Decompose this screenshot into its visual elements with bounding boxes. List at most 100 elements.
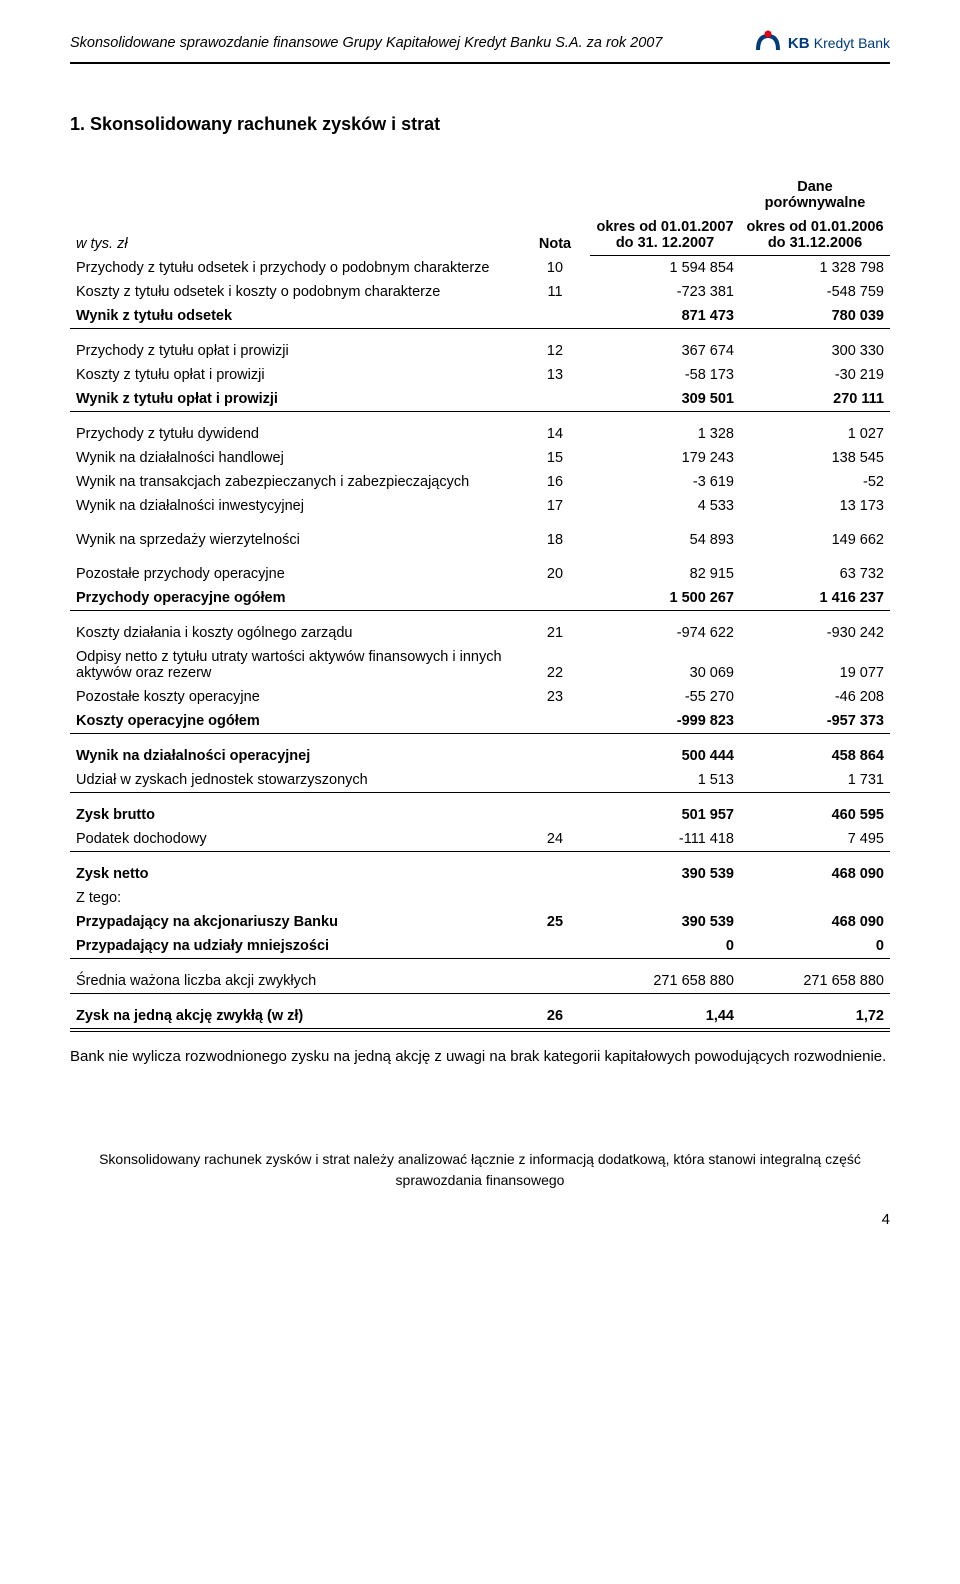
row-value-2007: 0 <box>590 934 740 959</box>
table-row: Przypadający na akcjonariuszy Banku25390… <box>70 910 890 934</box>
row-label: Przypadający na udziały mniejszości <box>70 934 520 959</box>
table-row: Koszty z tytułu opłat i prowizji13-58 17… <box>70 363 890 387</box>
row-note <box>520 709 590 734</box>
table-row: Wynik z tytułu opłat i prowizji 309 50127… <box>70 387 890 412</box>
row-label: Zysk na jedną akcję zwykłą (w zł) <box>70 994 520 1031</box>
row-value-2006 <box>740 886 890 910</box>
row-value-2006: 300 330 <box>740 329 890 364</box>
row-value-2006: -52 <box>740 470 890 494</box>
row-value-2006: 1 731 <box>740 768 890 793</box>
row-note: 16 <box>520 470 590 494</box>
row-label: Przypadający na akcjonariuszy Banku <box>70 910 520 934</box>
row-note: 21 <box>520 611 590 646</box>
row-note <box>520 768 590 793</box>
row-value-2007: -111 418 <box>590 827 740 852</box>
row-value-2006: 460 595 <box>740 793 890 828</box>
row-value-2006: 19 077 <box>740 645 890 685</box>
table-row: Podatek dochodowy24-111 4187 495 <box>70 827 890 852</box>
logo-brand: Kredyt Bank <box>814 35 890 51</box>
row-value-2006: -957 373 <box>740 709 890 734</box>
table-row: Przypadający na udziały mniejszości00 <box>70 934 890 959</box>
compare-heading: Dane porównywalne <box>740 175 890 215</box>
row-label: Koszty operacyjne ogółem <box>70 709 520 734</box>
row-value-2006: 1 328 798 <box>740 256 890 281</box>
row-note: 13 <box>520 363 590 387</box>
row-value-2006: 1,72 <box>740 994 890 1031</box>
row-value-2006: 270 111 <box>740 387 890 412</box>
row-label: Udział w zyskach jednostek stowarzyszony… <box>70 768 520 793</box>
table-row: Koszty działania i koszty ogólnego zarzą… <box>70 611 890 646</box>
row-note: 25 <box>520 910 590 934</box>
row-note: 20 <box>520 552 590 586</box>
row-value-2006: 1 027 <box>740 412 890 447</box>
row-label: Wynik na działalności inwestycyjnej <box>70 494 520 518</box>
row-label: Wynik na sprzedaży wierzytelności <box>70 518 520 552</box>
table-row: Wynik na działalności operacyjnej500 444… <box>70 734 890 769</box>
row-note: 14 <box>520 412 590 447</box>
row-label: Przychody z tytułu odsetek i przychody o… <box>70 256 520 281</box>
row-note <box>520 793 590 828</box>
row-note: 23 <box>520 685 590 709</box>
row-label: Średnia ważona liczba akcji zwykłych <box>70 959 520 994</box>
row-label: Przychody z tytułu dywidend <box>70 412 520 447</box>
table-row: Wynik z tytułu odsetek871 473780 039 <box>70 304 890 329</box>
table-row: Koszty operacyjne ogółem-999 823-957 373 <box>70 709 890 734</box>
table-row: Średnia ważona liczba akcji zwykłych 271 … <box>70 959 890 994</box>
table-row: Zysk brutto501 957460 595 <box>70 793 890 828</box>
row-value-2006: 458 864 <box>740 734 890 769</box>
income-statement-table: w tys. zł Nota Dane porównywalne okres o… <box>70 175 890 1032</box>
row-label: Wynik z tytułu odsetek <box>70 304 520 329</box>
row-note <box>520 304 590 329</box>
row-value-2006: 149 662 <box>740 518 890 552</box>
row-note: 12 <box>520 329 590 364</box>
row-value-2007: -723 381 <box>590 280 740 304</box>
row-value-2007: 30 069 <box>590 645 740 685</box>
row-label: Zysk brutto <box>70 793 520 828</box>
period-2006-l1: okres od 01.01.2006 <box>746 219 883 235</box>
row-note: 10 <box>520 256 590 281</box>
row-value-2006: 138 545 <box>740 446 890 470</box>
row-value-2007: -58 173 <box>590 363 740 387</box>
row-note <box>520 959 590 994</box>
row-value-2007: 4 533 <box>590 494 740 518</box>
page-number: 4 <box>70 1211 890 1228</box>
row-value-2006: -30 219 <box>740 363 890 387</box>
row-note: 18 <box>520 518 590 552</box>
row-value-2007: 179 243 <box>590 446 740 470</box>
row-value-2007: 1 328 <box>590 412 740 447</box>
row-note: 24 <box>520 827 590 852</box>
row-value-2007: 271 658 880 <box>590 959 740 994</box>
table-row: Przychody z tytułu odsetek i przychody o… <box>70 256 890 281</box>
row-label: Pozostałe przychody operacyjne <box>70 552 520 586</box>
table-row: Odpisy netto z tytułu utraty wartości ak… <box>70 645 890 685</box>
row-value-2006: -46 208 <box>740 685 890 709</box>
row-label: Podatek dochodowy <box>70 827 520 852</box>
table-row: Pozostałe koszty operacyjne23-55 270-46 … <box>70 685 890 709</box>
row-note <box>520 852 590 887</box>
row-label: Zysk netto <box>70 852 520 887</box>
logo-icon <box>754 30 782 56</box>
section-title: 1. Skonsolidowany rachunek zysków i stra… <box>70 114 890 135</box>
row-label: Wynik na działalności operacyjnej <box>70 734 520 769</box>
row-value-2006: 271 658 880 <box>740 959 890 994</box>
row-label: Wynik z tytułu opłat i prowizji <box>70 387 520 412</box>
unit-label: w tys. zł <box>70 175 520 256</box>
row-value-2007: 309 501 <box>590 387 740 412</box>
row-value-2006: 1 416 237 <box>740 586 890 611</box>
footer-note: Skonsolidowany rachunek zysków i strat n… <box>70 1149 890 1191</box>
row-value-2007: 871 473 <box>590 304 740 329</box>
row-label: Z tego: <box>70 886 520 910</box>
row-value-2007: -974 622 <box>590 611 740 646</box>
logo-kb: KB <box>788 35 810 52</box>
row-value-2007: 1 513 <box>590 768 740 793</box>
period-2006: okres od 01.01.2006 do 31.12.2006 <box>740 215 890 256</box>
period-2007-l1: okres od 01.01.2007 <box>596 219 733 235</box>
row-label: Odpisy netto z tytułu utraty wartości ak… <box>70 645 520 685</box>
row-note <box>520 934 590 959</box>
row-value-2007: 1 500 267 <box>590 586 740 611</box>
table-row: Wynik na sprzedaży wierzytelności1854 89… <box>70 518 890 552</box>
row-value-2007: -55 270 <box>590 685 740 709</box>
row-note <box>520 886 590 910</box>
row-note <box>520 586 590 611</box>
row-value-2007: 1 594 854 <box>590 256 740 281</box>
